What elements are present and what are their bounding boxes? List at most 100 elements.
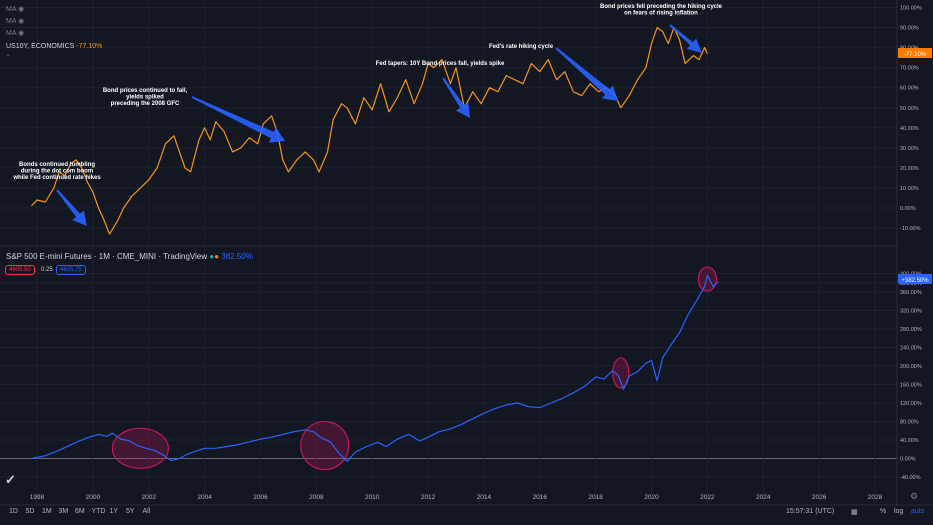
sp500-line: [31, 274, 719, 462]
top-change: -77.10%: [76, 43, 103, 50]
range-button[interactable]: All: [142, 508, 151, 515]
y-tick-label: 100.00%: [900, 6, 922, 12]
eye-icon[interactable]: ◉: [18, 18, 25, 25]
y-tick-label: 20.00%: [900, 166, 919, 172]
range-button[interactable]: 3M: [58, 508, 69, 515]
x-tick-label: 2002: [141, 494, 156, 501]
x-axis: 1998 2000 2002 2004 2006 2008 2010 2012 2014 2016…: [30, 494, 883, 501]
y-tick-label: 50.00%: [900, 106, 919, 112]
x-tick-label: 2016: [533, 494, 548, 501]
bottom-legend[interactable]: S&P 500 E-mini Futures · 1M · CME_MINI ·…: [6, 252, 253, 261]
range-button[interactable]: 1M: [42, 508, 52, 515]
annotation-line: Fed tapers: 10Y Bond prices fall, yields…: [376, 61, 505, 67]
y-tick-label: 60.00%: [900, 86, 919, 92]
arrow-icon: [442, 77, 470, 118]
status-dot-icon: ●: [209, 252, 215, 261]
top-price-badge-text: -77.10%: [904, 52, 927, 58]
x-tick-label: 2014: [477, 494, 492, 501]
indicator-ma-2[interactable]: MA ◉: [6, 17, 24, 25]
x-tick-label: 2022: [700, 494, 715, 501]
annotation-arrows: [56, 24, 702, 226]
y-tick-label: 40.00%: [900, 126, 919, 132]
range-button[interactable]: 6M: [75, 508, 85, 515]
y-tick-label: -40.00%: [900, 475, 921, 481]
x-tick-label: 2004: [197, 494, 212, 501]
arrow-icon: [191, 96, 285, 143]
highlight-ellipse: [612, 357, 630, 389]
x-tick-label: 2028: [868, 494, 883, 501]
annotation-line: Bond prices fell preceding the hiking cy…: [600, 4, 723, 10]
arrow-icon: [56, 189, 87, 226]
indicator-ma-3[interactable]: MA ◉: [6, 29, 24, 37]
range-button[interactable]: YTD: [91, 508, 106, 515]
y-tick-label: 70.00%: [900, 66, 919, 72]
utc-clock[interactable]: 15:57:31 (UTC): [786, 508, 835, 515]
settings-gear-icon[interactable]: ⚙: [910, 491, 919, 501]
highlight-ellipse: [111, 427, 169, 469]
y-tick-label: 40.00%: [900, 438, 919, 444]
scale-percent[interactable]: %: [880, 508, 887, 515]
annotation-text: Fed tapers: 10Y Bond prices fall, yields…: [376, 61, 505, 67]
y-tick-label: 200.00%: [900, 364, 922, 370]
arrow-icon: [669, 24, 702, 53]
x-tick-label: 2010: [365, 494, 380, 501]
x-tick-label: 2008: [309, 494, 324, 501]
scale-log[interactable]: log: [894, 508, 904, 515]
annotation-line: while Fed continued rate hikes: [12, 175, 101, 181]
y-tick-label: -10.00%: [900, 226, 921, 232]
bottom-price-badge-text: +382.50%: [901, 278, 929, 284]
range-button[interactable]: 1Y: [109, 508, 119, 515]
x-tick-label: 2018: [588, 494, 603, 501]
x-tick-label: 2024: [756, 494, 771, 501]
bid-price[interactable]: 4605.50: [5, 265, 35, 275]
annotation-line: during the dot com boom: [21, 169, 93, 175]
annotation-text: Bond prices fell preceding the hiking cy…: [600, 4, 723, 17]
x-tick-label: 2026: [812, 494, 827, 501]
top-price-badge: [898, 48, 932, 58]
annotation-line: on fears of rising inflation: [624, 11, 698, 17]
status-dot-icon: ●: [214, 252, 220, 261]
range-button[interactable]: 5D: [25, 508, 35, 515]
annotation-line: yields spiked: [126, 95, 164, 101]
annotation-line: Bonds continued tumbling: [19, 162, 95, 168]
x-tick-label: 2020: [644, 494, 659, 501]
y-tick-label: 0.00%: [900, 206, 916, 212]
arrow-icon: [555, 47, 618, 101]
annotation-line: Fed's rate hiking cycle: [489, 44, 554, 50]
range-button[interactable]: 1D: [9, 508, 18, 515]
x-tick-label: 2000: [86, 494, 101, 501]
bottom-price-badge: [898, 274, 932, 284]
y-tick-label: 160.00%: [900, 383, 922, 389]
bottom-change: 382.50%: [221, 252, 253, 261]
y-tick-label: 10.00%: [900, 186, 919, 192]
indicator-ma-1[interactable]: MA ◉: [6, 5, 24, 13]
y-tick-label: 320.00%: [900, 309, 922, 315]
indicator-label: MA: [6, 30, 17, 37]
y-tick-label: 120.00%: [900, 401, 922, 407]
calendar-icon[interactable]: ▦: [851, 509, 858, 516]
eye-icon[interactable]: ◉: [18, 6, 25, 13]
annotation-text: Bond prices continued to fall, yields spi…: [103, 88, 188, 107]
y-tick-label: 90.00%: [900, 26, 919, 32]
bottom-symbol: S&P 500 E-mini Futures · 1M · CME_MINI ·…: [6, 252, 208, 261]
y-tick-label: 0.00%: [900, 457, 916, 463]
top-legend[interactable]: US10Y, ECONOMICS -77.10%: [6, 43, 102, 50]
x-tick-label: 1998: [30, 494, 45, 501]
y-tick-label: 360.00%: [900, 290, 922, 296]
indicator-label: MA: [6, 18, 17, 25]
eye-icon[interactable]: ◉: [18, 30, 25, 37]
collapse-icon[interactable]: ˆ: [7, 54, 10, 63]
grid-lines: [0, 0, 897, 505]
y-tick-label: 240.00%: [900, 346, 922, 352]
range-button[interactable]: 5Y: [126, 508, 135, 515]
annotation-line: preceding the 2008 GFC: [111, 101, 180, 107]
indicator-label: MA: [6, 6, 17, 13]
y-tick-label: 30.00%: [900, 146, 919, 152]
top-symbol: US10Y, ECONOMICS: [6, 43, 75, 50]
scale-auto[interactable]: auto: [911, 508, 925, 515]
annotation-text: Fed's rate hiking cycle: [489, 44, 554, 50]
ask-price[interactable]: 4605.75: [56, 265, 86, 275]
y-tick-label: 280.00%: [900, 327, 922, 333]
highlight-ellipse: [300, 420, 350, 471]
